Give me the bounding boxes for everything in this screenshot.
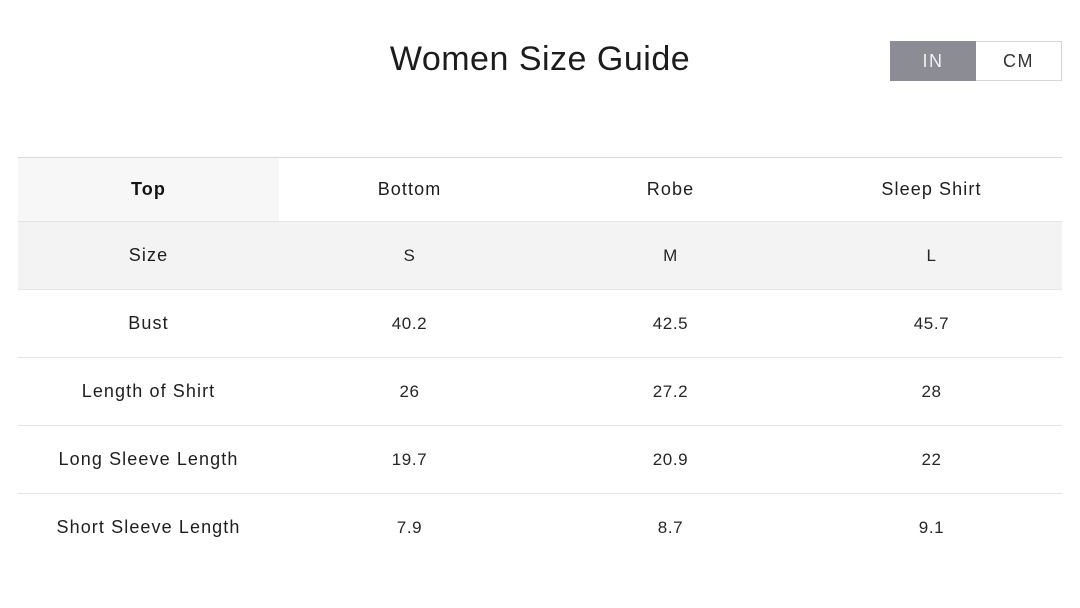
tab-bottom[interactable]: Bottom [377, 179, 442, 199]
row-label-short-sleeve-length: Short Sleeve Length [56, 517, 241, 537]
row-label-size: Size [128, 245, 169, 265]
bust-value-m: 42.5 [652, 313, 689, 333]
unit-in-button[interactable]: IN [890, 41, 976, 81]
length-of-shirt-value-m: 27.2 [652, 381, 689, 401]
unit-toggle: IN CM [890, 41, 1062, 81]
category-tabs-row: Top Bottom Robe Sleep Shirt [18, 157, 1062, 222]
page-title: Women Size Guide [389, 40, 691, 78]
tab-robe[interactable]: Robe [646, 179, 695, 199]
row-label-length-of-shirt: Length of Shirt [81, 381, 216, 401]
short-sleeve-value-l: 9.1 [918, 517, 945, 537]
size-value-s: S [403, 245, 416, 265]
row-label-long-sleeve-length: Long Sleeve Length [58, 449, 239, 469]
row-label-bust: Bust [128, 313, 169, 333]
table-row-long-sleeve-length: Long Sleeve Length 19.7 20.9 22 [18, 426, 1062, 494]
table-row-length-of-shirt: Length of Shirt 26 27.2 28 [18, 358, 1062, 426]
long-sleeve-value-s: 19.7 [391, 449, 428, 469]
bust-value-s: 40.2 [391, 313, 428, 333]
table-row-bust: Bust 40.2 42.5 45.7 [18, 290, 1062, 358]
table-row-size: Size S M L [18, 222, 1062, 290]
unit-cm-button[interactable]: CM [976, 41, 1062, 81]
size-guide-table: Top Bottom Robe Sleep Shirt Size S M L B… [18, 157, 1062, 561]
tab-sleep-shirt[interactable]: Sleep Shirt [881, 179, 982, 199]
size-value-l: L [926, 245, 937, 265]
bust-value-l: 45.7 [913, 313, 950, 333]
table-row-short-sleeve-length: Short Sleeve Length 7.9 8.7 9.1 [18, 494, 1062, 561]
long-sleeve-value-m: 20.9 [652, 449, 689, 469]
short-sleeve-value-s: 7.9 [396, 517, 423, 537]
long-sleeve-value-l: 22 [921, 449, 942, 469]
size-value-m: M [663, 245, 678, 265]
length-of-shirt-value-l: 28 [921, 381, 942, 401]
length-of-shirt-value-s: 26 [399, 381, 420, 401]
tab-top[interactable]: Top [18, 158, 279, 221]
short-sleeve-value-m: 8.7 [657, 517, 684, 537]
